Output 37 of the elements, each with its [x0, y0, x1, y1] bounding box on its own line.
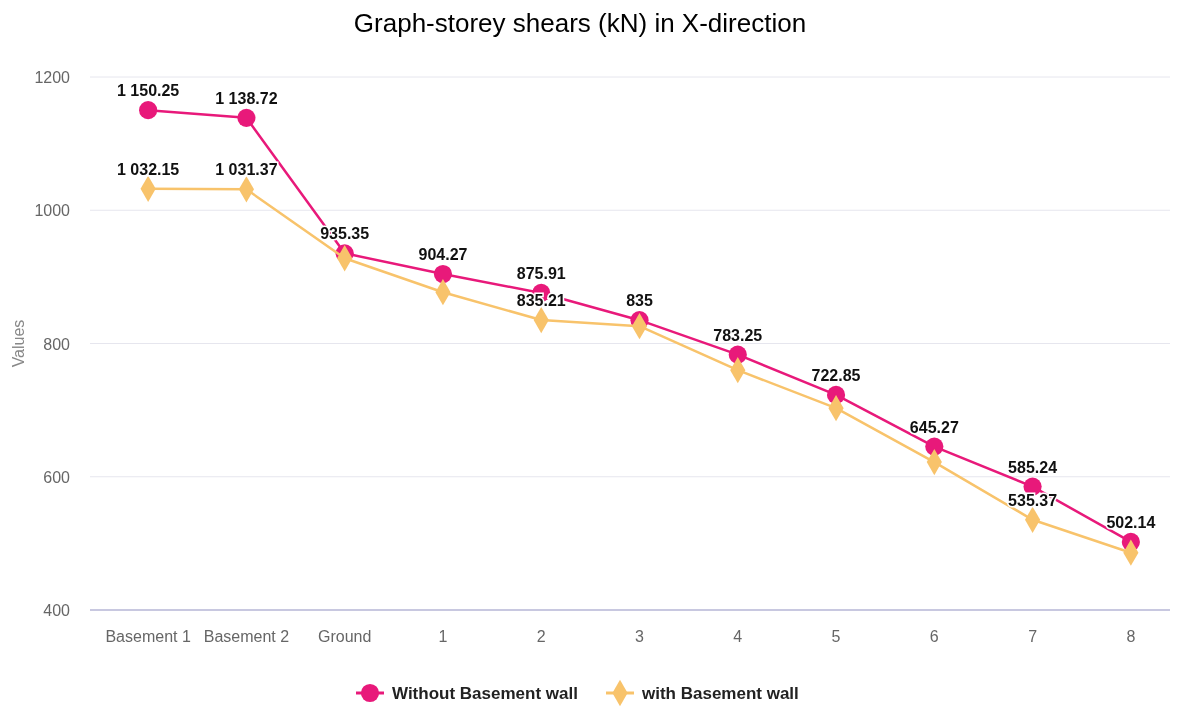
chart-title: Graph-storey shears (kN) in X-direction [353, 8, 807, 38]
point [237, 108, 256, 127]
x-tick-label: 4 [733, 628, 743, 645]
data-label: 904.27 [418, 246, 468, 264]
x-tick-label: 3 [635, 628, 645, 645]
data-label: 502.14 [1106, 513, 1156, 531]
data-label: 535.37 [1008, 491, 1058, 509]
x-tick-label: Basement 2 [203, 628, 290, 645]
legend-label: with Basement wall [641, 684, 799, 703]
x-tick-label: 5 [831, 628, 841, 645]
y-tick-label: 1000 [34, 202, 71, 220]
x-tick-label: 2 [536, 628, 546, 645]
legend-label: Without Basement wall [392, 684, 578, 703]
y-axis-title: Values [10, 319, 27, 368]
x-tick-label: 7 [1028, 628, 1038, 645]
data-label: 722.85 [811, 366, 861, 384]
data-label: 835.21 [516, 292, 566, 310]
data-label: 783.25 [713, 326, 763, 344]
data-label: 1 031.37 [215, 161, 278, 179]
data-label: 645.27 [909, 418, 959, 436]
y-tick-label: 600 [43, 468, 71, 486]
data-label: 585.24 [1008, 458, 1058, 476]
x-tick-label: Basement 1 [105, 628, 191, 645]
x-tick-label: 8 [1126, 628, 1136, 645]
x-tick-label: Ground [317, 628, 372, 645]
x-tick-label: 6 [929, 628, 939, 645]
data-label: 875.91 [516, 264, 566, 282]
point [139, 101, 158, 120]
data-label: 1 150.25 [117, 82, 180, 100]
point [433, 264, 453, 284]
y-tick-label: 1200 [34, 69, 71, 86]
x-tick-label: 1 [438, 628, 448, 645]
y-tick-label: 400 [43, 602, 71, 619]
data-label: 835 [626, 292, 653, 310]
data-label: 1 032.15 [117, 160, 180, 178]
y-tick-label: 800 [43, 335, 71, 353]
data-label: 1 138.72 [215, 89, 278, 107]
